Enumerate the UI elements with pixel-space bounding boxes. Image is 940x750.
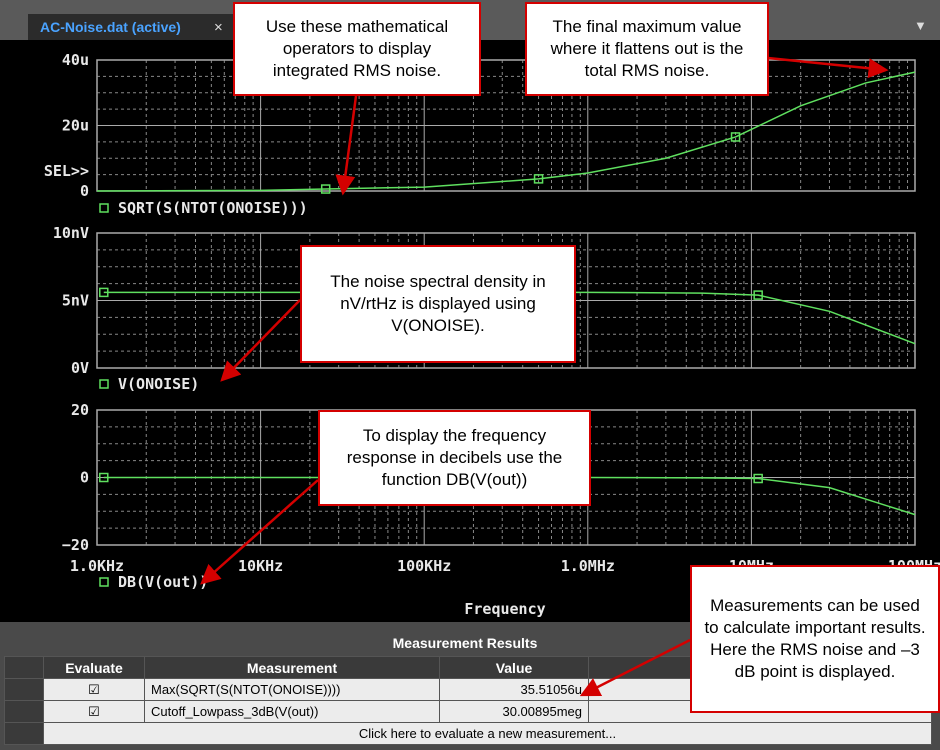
tab-menu[interactable]: ▼ (914, 18, 927, 33)
trace (103, 291, 916, 345)
y-tick-label: 0V (71, 359, 89, 377)
tab-title: AC-Noise.dat (active) (40, 19, 181, 35)
y-tick-label: 10nV (53, 224, 89, 242)
y-tick-label: 20u (62, 117, 89, 135)
y-tick-label: 20 (71, 401, 89, 419)
callout: Measurements can be used to calculate im… (690, 565, 940, 713)
tab[interactable] (28, 14, 238, 40)
value: 30.00895meg (439, 700, 589, 723)
trace-marker (753, 473, 763, 484)
trace-marker (99, 287, 109, 298)
trace-label: SQRT(S(NTOT(ONOISE))) (118, 199, 308, 217)
header: Evaluate (43, 656, 145, 679)
trace-marker (753, 290, 763, 300)
x-tick-label: 1.0MHz (561, 557, 615, 575)
measurement[interactable]: Max(SQRT(S(NTOT(ONOISE)))) (144, 678, 440, 701)
value: 35.51056u (439, 678, 589, 701)
trace-label: V(ONOISE) (118, 375, 199, 393)
legend-marker (99, 577, 109, 587)
trace-marker (320, 184, 331, 194)
checkbox[interactable]: ☑ (43, 678, 145, 701)
header: Value (439, 656, 589, 679)
callout: The final maximum value where it flatten… (525, 2, 769, 96)
y-tick-label: −20 (62, 536, 89, 554)
new-measurement[interactable]: Click here to evaluate a new measurement… (43, 722, 932, 745)
callout: To display the frequency response in dec… (318, 410, 591, 506)
trace (96, 71, 916, 192)
x-axis-label: Frequency (464, 600, 545, 618)
measurement-title: Measurement Results (393, 635, 538, 651)
callout: Use these mathematical operators to disp… (233, 2, 481, 96)
trace-marker (730, 132, 741, 142)
y-tick-label: 0 (80, 182, 89, 200)
x-tick-label: 100KHz (397, 557, 451, 575)
trace-marker (533, 174, 544, 184)
trace-label: DB(V(out)) (118, 573, 208, 591)
checkbox[interactable]: ☑ (43, 700, 145, 723)
sel-label: SEL>> (44, 162, 89, 180)
legend-marker (99, 203, 109, 213)
trace (103, 476, 916, 516)
callout: The noise spectral density in nV/rtHz is… (300, 245, 576, 363)
y-tick-label: 40u (62, 51, 89, 69)
trace-marker (99, 472, 109, 483)
measurement[interactable]: Cutoff_Lowpass_3dB(V(out)) (144, 700, 440, 723)
tab-close[interactable]: × (214, 19, 223, 36)
x-tick-label: 10KHz (238, 557, 283, 575)
header: Measurement (144, 656, 440, 679)
legend-marker (99, 379, 109, 389)
x-tick-label: 1.0KHz (70, 557, 124, 575)
y-tick-label: 0 (80, 469, 89, 487)
y-tick-label: 5nV (62, 292, 89, 310)
